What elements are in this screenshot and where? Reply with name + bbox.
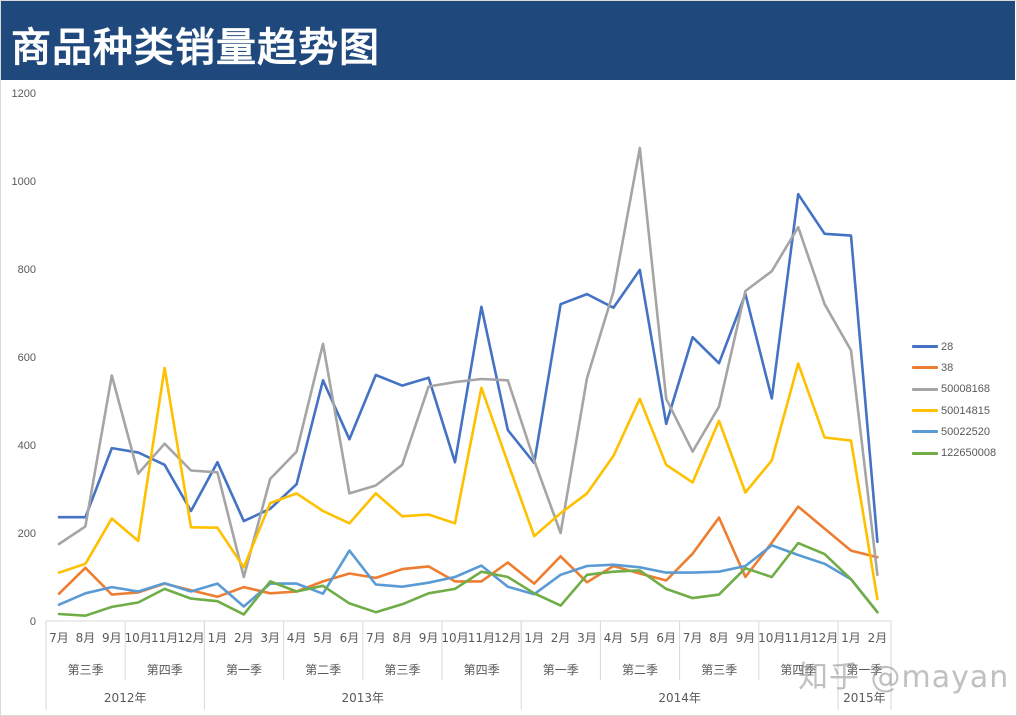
legend-swatch-icon xyxy=(912,387,938,391)
legend-label: 50022520 xyxy=(941,425,990,438)
legend-swatch-icon xyxy=(912,409,938,413)
x-month-label: 2月 xyxy=(551,631,571,645)
x-quarter-label: 第二季 xyxy=(622,663,658,677)
x-month-label: 1月 xyxy=(208,631,228,645)
x-year-label: 2013年 xyxy=(342,691,385,705)
legend-label: 28 xyxy=(941,340,954,353)
x-month-label: 3月 xyxy=(577,631,597,645)
legend-item: 50014815 xyxy=(912,400,996,421)
x-month-label: 7月 xyxy=(366,631,386,645)
y-tick-label: 1200 xyxy=(12,88,36,100)
x-month-label: 6月 xyxy=(656,631,676,645)
legend-label: 122650008 xyxy=(941,447,997,460)
x-quarter-label: 第一季 xyxy=(846,663,882,677)
x-quarter-label: 第四季 xyxy=(780,663,816,677)
y-tick-label: 600 xyxy=(18,352,36,364)
y-tick-label: 400 xyxy=(18,440,36,452)
x-month-label: 8月 xyxy=(76,631,96,645)
legend-swatch-icon xyxy=(912,366,938,370)
x-quarter-label: 第三季 xyxy=(384,663,420,677)
legend-label: 50014815 xyxy=(941,404,990,417)
series-line-28 xyxy=(57,192,879,544)
x-month-label: 6月 xyxy=(340,631,360,645)
x-month-label: 8月 xyxy=(392,631,412,645)
legend-item: 50022520 xyxy=(912,421,996,442)
x-month-label: 10月 xyxy=(125,631,152,645)
series-line-50022520 xyxy=(57,543,879,614)
y-tick-label: 200 xyxy=(18,528,36,540)
y-tick-label: 0 xyxy=(30,616,36,628)
x-month-label: 11月 xyxy=(468,631,495,645)
title-bar: 商品种类销量趋势图 xyxy=(1,1,1015,80)
x-month-label: 7月 xyxy=(49,631,69,645)
x-quarter-label: 第四季 xyxy=(464,663,500,677)
x-quarter-label: 第一季 xyxy=(226,663,262,677)
x-quarter-label: 第三季 xyxy=(701,663,737,677)
x-month-label: 12月 xyxy=(494,631,521,645)
x-month-label: 4月 xyxy=(287,631,307,645)
x-month-label: 2月 xyxy=(234,631,254,645)
legend-swatch-icon xyxy=(912,451,938,455)
legend-swatch-icon xyxy=(912,345,938,349)
x-month-label: 4月 xyxy=(604,631,624,645)
legend-label: 50008168 xyxy=(941,383,990,396)
series-line-50014815 xyxy=(57,362,879,601)
x-year-label: 2014年 xyxy=(658,691,701,705)
x-month-label: 8月 xyxy=(709,631,729,645)
x-month-label: 1月 xyxy=(524,631,544,645)
x-quarter-label: 第二季 xyxy=(305,663,341,677)
x-month-label: 1月 xyxy=(841,631,861,645)
legend-item: 50008168 xyxy=(912,379,996,400)
legend-label: 38 xyxy=(941,361,954,374)
x-month-label: 11月 xyxy=(151,631,178,645)
x-year-label: 2015年 xyxy=(843,691,886,705)
series-line-50008168 xyxy=(57,146,879,579)
x-month-label: 11月 xyxy=(785,631,812,645)
legend-item: 28 xyxy=(912,336,996,357)
series-line-122650008 xyxy=(57,541,879,618)
y-tick-label: 800 xyxy=(18,264,36,276)
legend-item: 122650008 xyxy=(912,442,996,463)
x-month-label: 7月 xyxy=(683,631,703,645)
x-month-label: 2月 xyxy=(868,631,888,645)
series-line-38 xyxy=(57,505,879,599)
x-month-label: 3月 xyxy=(260,631,280,645)
x-month-label: 5月 xyxy=(630,631,650,645)
chart-legend: 28 38 50008168 50014815 50022520 122650008 xyxy=(912,336,996,464)
x-month-label: 5月 xyxy=(313,631,333,645)
x-quarter-label: 第四季 xyxy=(147,663,183,677)
legend-item: 38 xyxy=(912,357,996,378)
x-month-label: 10月 xyxy=(758,631,785,645)
x-month-label: 9月 xyxy=(736,631,756,645)
x-month-label: 10月 xyxy=(441,631,468,645)
x-quarter-label: 第三季 xyxy=(68,663,104,677)
chart-title: 商品种类销量趋势图 xyxy=(11,25,380,71)
legend-swatch-icon xyxy=(912,430,938,434)
x-month-label: 12月 xyxy=(177,631,204,645)
y-tick-label: 1000 xyxy=(12,176,36,188)
x-month-label: 9月 xyxy=(419,631,439,645)
x-month-label: 12月 xyxy=(811,631,838,645)
watermark: 知乎 @mayan xyxy=(798,660,1010,695)
x-quarter-label: 第一季 xyxy=(543,663,579,677)
x-month-label: 9月 xyxy=(102,631,122,645)
x-year-label: 2012年 xyxy=(104,691,147,705)
